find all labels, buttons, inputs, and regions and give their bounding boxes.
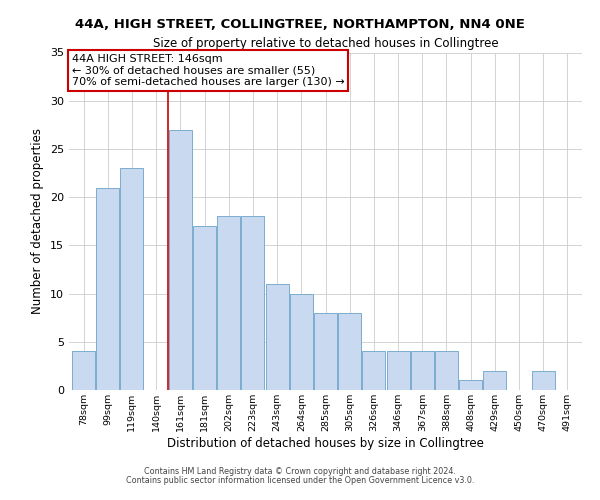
Text: Contains HM Land Registry data © Crown copyright and database right 2024.: Contains HM Land Registry data © Crown c… — [144, 467, 456, 476]
Title: Size of property relative to detached houses in Collingtree: Size of property relative to detached ho… — [152, 37, 499, 50]
Y-axis label: Number of detached properties: Number of detached properties — [31, 128, 44, 314]
Bar — [169, 130, 192, 390]
Text: 44A, HIGH STREET, COLLINGTREE, NORTHAMPTON, NN4 0NE: 44A, HIGH STREET, COLLINGTREE, NORTHAMPT… — [75, 18, 525, 30]
Bar — [217, 216, 240, 390]
Bar — [241, 216, 265, 390]
Bar — [193, 226, 216, 390]
Bar — [72, 352, 95, 390]
X-axis label: Distribution of detached houses by size in Collingtree: Distribution of detached houses by size … — [167, 436, 484, 450]
Bar — [362, 352, 385, 390]
Bar — [96, 188, 119, 390]
Bar — [314, 313, 337, 390]
Bar — [435, 352, 458, 390]
Text: Contains public sector information licensed under the Open Government Licence v3: Contains public sector information licen… — [126, 476, 474, 485]
Bar — [121, 168, 143, 390]
Bar — [459, 380, 482, 390]
Bar — [411, 352, 434, 390]
Bar — [386, 352, 410, 390]
Bar — [338, 313, 361, 390]
Bar — [484, 370, 506, 390]
Bar — [532, 370, 555, 390]
Bar — [266, 284, 289, 390]
Bar — [290, 294, 313, 390]
Text: 44A HIGH STREET: 146sqm
← 30% of detached houses are smaller (55)
70% of semi-de: 44A HIGH STREET: 146sqm ← 30% of detache… — [71, 54, 344, 88]
